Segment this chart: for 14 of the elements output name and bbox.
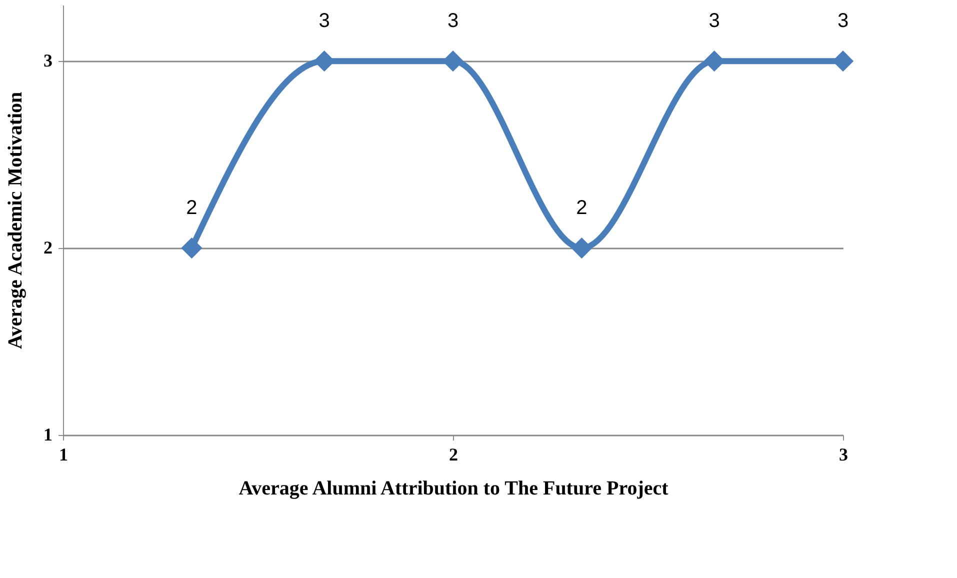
y-tick-label: 3	[44, 50, 52, 71]
data-label: 3	[447, 10, 459, 32]
y-tick-label: 1	[44, 424, 52, 444]
data-label: 2	[576, 197, 588, 220]
data-label: 3	[708, 10, 720, 32]
data-label: 3	[837, 10, 849, 32]
y-tick-label: 2	[44, 238, 52, 258]
y-axis-title: Average Academic Motivation	[4, 92, 26, 350]
data-label: 2	[186, 197, 198, 220]
x-tick-label: 2	[449, 444, 458, 464]
data-label: 3	[318, 10, 330, 32]
x-tick-label: 1	[59, 444, 68, 464]
x-tick-label: 3	[839, 444, 848, 464]
x-axis-title: Average Alumni Attribution to The Future Project	[238, 478, 669, 500]
